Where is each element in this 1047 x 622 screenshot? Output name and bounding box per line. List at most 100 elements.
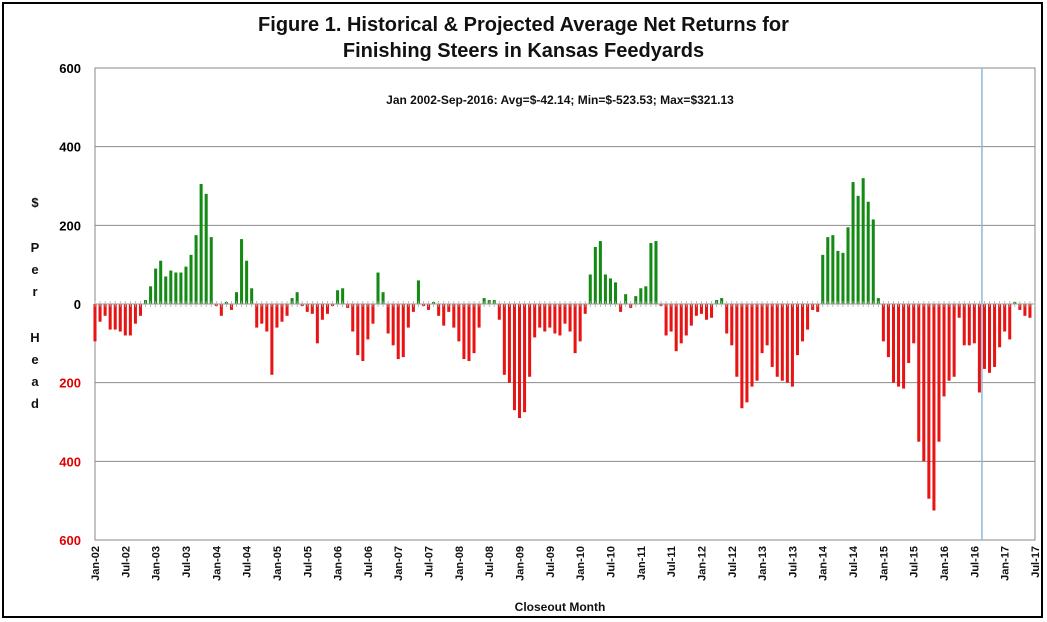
y-axis-label-letter: a (31, 374, 39, 389)
bar (169, 270, 173, 304)
bar (952, 304, 956, 377)
y-tick-label: 0 (74, 297, 81, 312)
bar (614, 282, 618, 304)
bar (770, 304, 774, 367)
bar (603, 274, 607, 304)
bar (518, 304, 522, 419)
bar (988, 304, 992, 373)
bar (588, 274, 592, 304)
x-tick-label: Jan-14 (818, 545, 830, 581)
bar (710, 304, 714, 318)
bar (174, 272, 178, 304)
x-tick-label: Jul-03 (181, 546, 193, 578)
gridlines (95, 146, 1035, 462)
bar (634, 296, 638, 304)
bar (93, 304, 97, 342)
x-tick-label: Jan-10 (575, 546, 587, 581)
bar (598, 241, 602, 304)
bar (593, 246, 597, 304)
x-tick-label: Jan-03 (151, 546, 163, 581)
bar (138, 304, 142, 316)
bar (280, 304, 284, 322)
y-axis-label-letter: $ (31, 195, 39, 210)
bar (785, 304, 789, 383)
bar (947, 304, 951, 381)
bar (831, 235, 835, 304)
bar (886, 304, 890, 358)
bar (957, 304, 961, 318)
bar (189, 254, 193, 304)
bar (775, 304, 779, 377)
x-tick-label: Jul-04 (242, 545, 254, 578)
x-tick-label: Jul-13 (787, 546, 799, 578)
bar (740, 304, 744, 409)
bar (730, 304, 734, 346)
bar (927, 304, 931, 499)
bar (371, 304, 375, 324)
bar (270, 304, 274, 375)
bar (401, 304, 405, 358)
bar (396, 304, 400, 360)
bar (644, 286, 648, 304)
y-tick-label: 400 (59, 454, 81, 469)
bar (821, 254, 825, 304)
x-tick-label: Jul-02 (120, 546, 132, 578)
x-tick-label: Jul-10 (605, 546, 617, 578)
bar (154, 268, 158, 304)
bar (184, 266, 188, 304)
bar (866, 201, 870, 304)
bar (255, 304, 259, 328)
bar (826, 237, 830, 304)
x-tick-label: Jul-17 (1030, 546, 1042, 578)
bar (310, 304, 314, 314)
bar (795, 304, 799, 356)
x-tick-label: Jan-17 (1000, 546, 1012, 581)
bar (245, 260, 249, 304)
bar (285, 304, 289, 316)
bar (497, 304, 501, 320)
y-tick-label: 600 (59, 533, 81, 548)
bar (993, 304, 997, 367)
x-tick-label: Jan-04 (211, 545, 223, 581)
x-tick-label: Jan-08 (454, 546, 466, 581)
bar (199, 184, 203, 304)
bar (917, 304, 921, 442)
y-tick-label: 200 (59, 218, 81, 233)
bar (442, 304, 446, 326)
bar (164, 276, 168, 304)
bar (902, 304, 906, 389)
bar (361, 304, 365, 362)
bar (336, 290, 340, 304)
bar (942, 304, 946, 397)
bar (765, 304, 769, 346)
bar (856, 195, 860, 304)
bar (209, 237, 213, 304)
bar (780, 304, 784, 381)
bar (533, 304, 537, 338)
bar (467, 304, 471, 362)
bar (159, 260, 163, 304)
bar (179, 272, 183, 304)
bar (861, 178, 865, 304)
x-tick-label: Jul-07 (424, 546, 436, 578)
x-tick-label: Jul-12 (727, 546, 739, 578)
bar (998, 304, 1002, 348)
bar (750, 304, 754, 387)
bar (1008, 304, 1012, 340)
bar (578, 304, 582, 342)
bar (98, 304, 102, 322)
bar (558, 304, 562, 336)
bar (790, 304, 794, 387)
bar (725, 304, 729, 334)
y-axis-label-letter: e (31, 262, 39, 277)
x-tick-label: Jan-11 (636, 546, 648, 580)
x-tick-label: Jan-09 (515, 546, 527, 581)
bar (219, 304, 223, 316)
y-tick-label: 600 (59, 61, 81, 76)
bar (982, 304, 986, 369)
bar (512, 304, 516, 411)
bar (694, 304, 698, 316)
chart-title-line2: Finishing Steers in Kansas Feedyards (342, 40, 705, 62)
x-tick-label: Jul-16 (969, 546, 981, 578)
